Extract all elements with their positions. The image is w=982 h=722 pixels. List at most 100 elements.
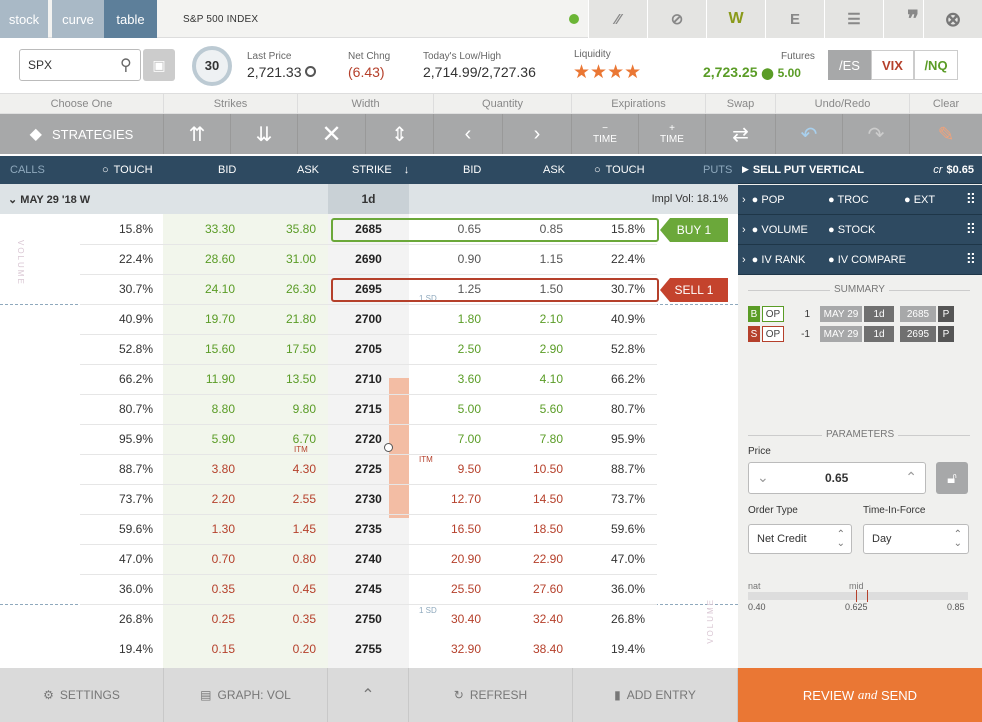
cell-ca[interactable]: 4.30 (292, 462, 316, 476)
slider-handle[interactable] (856, 590, 868, 602)
call-ask-header[interactable]: ASK (297, 164, 320, 176)
cell-ca[interactable]: 0.80 (292, 552, 316, 566)
put-touch-header[interactable]: ○ TOUCH (594, 164, 645, 176)
futures-nq-button[interactable]: /NQ (914, 50, 958, 80)
table-row[interactable]: 22.4% 28.60 31.00 2690 0.90 1.15 22.4% (0, 244, 738, 274)
table-row[interactable]: 88.7% 3.80 4.30 2725 9.50 10.50 88.7% (0, 454, 738, 484)
expiration-label[interactable]: ⌄ MAY 29 '18 W (8, 194, 91, 206)
cell-ca[interactable]: 21.80 (285, 312, 316, 326)
redo-icon[interactable]: ↷ (843, 114, 910, 154)
table-row[interactable]: 59.6% 1.30 1.45 2735 16.50 18.50 59.6% (0, 514, 738, 544)
cell-pa[interactable]: 0.85 (539, 222, 563, 236)
cell-pb[interactable]: 9.50 (457, 462, 481, 476)
cell-ca[interactable]: 0.20 (292, 642, 316, 656)
analytics-row-3[interactable]: › ● IV RANK ● IV COMPARE ⠿ (738, 245, 982, 275)
cell-pb[interactable]: 2.50 (457, 342, 481, 356)
cell-ca[interactable]: 2.55 (292, 492, 316, 506)
cell-cb[interactable]: 15.60 (204, 342, 235, 356)
quantity-decrease-button[interactable]: ‹ (434, 114, 503, 154)
search-icon[interactable]: ⚲ (120, 57, 132, 74)
cell-pa[interactable]: 5.60 (539, 402, 563, 416)
cell-pb[interactable]: 1.80 (457, 312, 481, 326)
analytics-row-2[interactable]: › ● VOLUME ● STOCK ⠿ (738, 215, 982, 245)
cell-pb[interactable]: 0.65 (457, 222, 481, 236)
cell-cb[interactable]: 0.25 (211, 612, 235, 626)
cell-pa[interactable]: 1.50 (539, 282, 563, 296)
drag-handle-icon[interactable]: ⠿ (965, 191, 976, 207)
cell-ca[interactable]: 13.50 (285, 372, 316, 386)
table-row[interactable]: 95.9% 5.90 6.70 2720 7.00 7.80 95.9% (0, 424, 738, 454)
grid-icon[interactable]: ☰ (824, 0, 883, 38)
undo-icon[interactable]: ↶ (776, 114, 843, 154)
drag-handle-icon[interactable]: ⠿ (965, 221, 976, 237)
settings-button[interactable]: ⚙ SETTINGS (0, 668, 164, 722)
refresh-button[interactable]: ↻ REFRESH (409, 668, 573, 722)
cell-pa[interactable]: 38.40 (532, 642, 563, 656)
search-input[interactable]: SPX (28, 58, 53, 72)
cell-cb[interactable]: 0.15 (211, 642, 235, 656)
cell-cb[interactable]: 2.20 (211, 492, 235, 506)
cell-ca[interactable]: 17.50 (285, 342, 316, 356)
cell-cb[interactable]: 33.30 (204, 222, 235, 236)
minus-time-button[interactable]: − TIME (572, 114, 639, 154)
cell-pa[interactable]: 14.50 (532, 492, 563, 506)
call-bid-header[interactable]: BID (218, 164, 237, 176)
cell-pa[interactable]: 18.50 (532, 522, 563, 536)
cell-pb[interactable]: 16.50 (450, 522, 481, 536)
strategies-button[interactable]: ◆ STRATEGIES (0, 114, 164, 154)
table-row[interactable]: 73.7% 2.20 2.55 2730 12.70 14.50 73.7% (0, 484, 738, 514)
cell-ca[interactable]: 6.70 (292, 432, 316, 446)
table-row[interactable]: 66.2% 11.90 13.50 2710 3.60 4.10 66.2% (0, 364, 738, 394)
width-narrow-button[interactable]: ✕ (298, 114, 366, 154)
cell-ca[interactable]: 0.45 (292, 582, 316, 596)
cell-pa[interactable]: 4.10 (539, 372, 563, 386)
chevron-up-icon[interactable]: ⌃ (905, 469, 917, 485)
strike-header[interactable]: STRIKE ↓ (352, 164, 410, 176)
cell-cb[interactable]: 3.80 (211, 462, 235, 476)
lock-icon[interactable]: 🔓︎ (936, 462, 968, 494)
add-entry-button[interactable]: ▮ ADD ENTRY (573, 668, 738, 722)
analytics-row-1[interactable]: › ● POP ● TROC ● EXT ⠿ (738, 185, 982, 215)
table-row[interactable]: 80.7% 8.80 9.80 2715 5.00 5.60 80.7% (0, 394, 738, 424)
cell-cb[interactable]: 19.70 (204, 312, 235, 326)
cell-pb[interactable]: 32.90 (450, 642, 481, 656)
futures-vix-button[interactable]: VIX (871, 50, 914, 80)
symbol-search[interactable]: SPX ⚲ (19, 49, 141, 81)
close-icon[interactable]: ⊗ (923, 0, 982, 38)
expiration-row[interactable]: ⌄ MAY 29 '18 W 1d Impl Vol: 18.1% (0, 184, 738, 214)
briefcase-icon[interactable]: ▣ (143, 49, 175, 81)
table-row[interactable]: 40.9% 19.70 21.80 2700 1.80 2.10 40.9% (0, 304, 738, 334)
strikes-up-button[interactable]: ⇈ (164, 114, 231, 154)
cell-cb[interactable]: 11.90 (205, 372, 235, 386)
cell-ca[interactable]: 1.45 (292, 522, 316, 536)
table-row[interactable]: 26.8% 0.25 0.35 2750 30.40 32.40 26.8% (0, 604, 738, 634)
drag-handle-icon[interactable]: ⠿ (965, 251, 976, 267)
cell-pb[interactable]: 5.00 (457, 402, 481, 416)
leg-sell[interactable]: S OP -1 MAY 29 1d 2695 P (748, 326, 954, 342)
e-button[interactable]: E (765, 0, 824, 38)
cell-pb[interactable]: 1.25 (457, 282, 481, 296)
table-row[interactable]: 15.8% 33.30 35.80 2685 0.65 0.85 15.8% (0, 214, 738, 244)
price-value[interactable]: 0.65 (825, 471, 849, 485)
price-stepper[interactable]: ⌄ 0.65 ⌃ (748, 462, 926, 494)
cell-pb[interactable]: 0.90 (457, 252, 481, 266)
strikes-down-button[interactable]: ⇊ (231, 114, 298, 154)
cell-cb[interactable]: 0.35 (211, 582, 235, 596)
cell-pb[interactable]: 7.00 (457, 432, 481, 446)
put-bid-header[interactable]: BID (463, 164, 482, 176)
table-row[interactable]: 30.7% 24.10 26.30 2695 1.25 1.50 30.7% (0, 274, 738, 304)
cell-ca[interactable]: 31.00 (285, 252, 316, 266)
w-button[interactable]: W (706, 0, 765, 38)
link-icon[interactable]: ⊘ (647, 0, 706, 38)
cell-pa[interactable]: 1.15 (539, 252, 563, 266)
cell-cb[interactable]: 0.70 (211, 552, 235, 566)
swap-icon[interactable]: ⇄ (706, 114, 776, 154)
call-touch-header[interactable]: ○ TOUCH (102, 164, 153, 176)
cell-pa[interactable]: 7.80 (539, 432, 563, 446)
cell-pb[interactable]: 30.40 (450, 612, 481, 626)
cell-cb[interactable]: 1.30 (211, 522, 235, 536)
chevron-down-icon[interactable]: ⌄ (757, 469, 769, 485)
cell-ca[interactable]: 9.80 (292, 402, 316, 416)
cell-pb[interactable]: 3.60 (457, 372, 481, 386)
table-row[interactable]: 36.0% 0.35 0.45 2745 25.50 27.60 36.0% (0, 574, 738, 604)
